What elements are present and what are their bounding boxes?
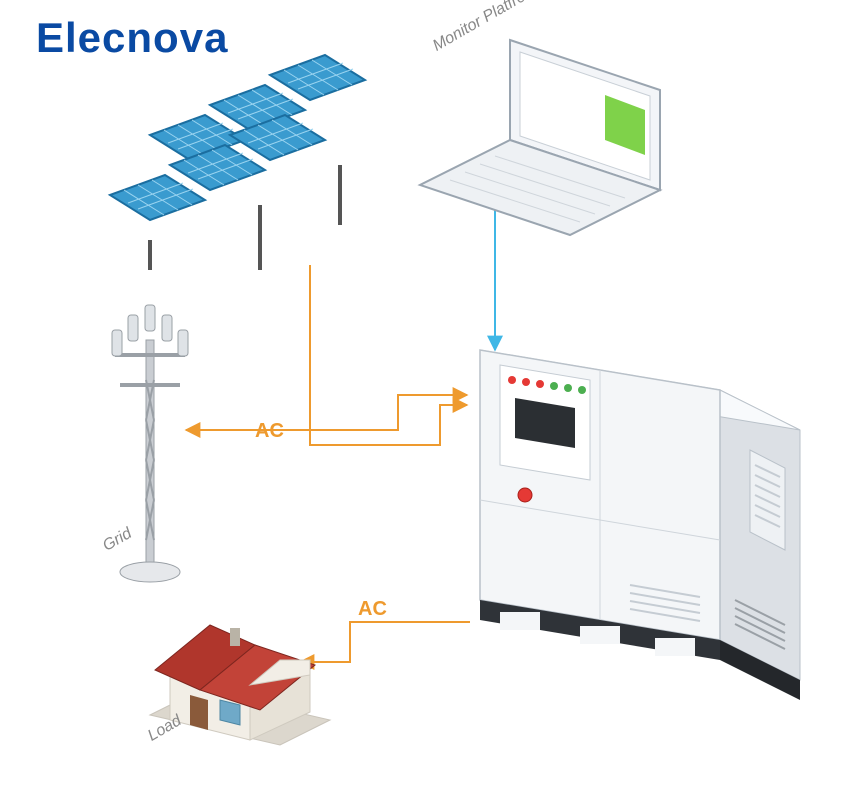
edge-solar-to-cabinet	[310, 265, 467, 445]
laptop-icon	[420, 40, 660, 235]
solar-panels-icon	[110, 55, 365, 270]
edge-grid-to-cabinet	[186, 395, 467, 430]
edge-cabinet-to-load	[300, 622, 470, 662]
diagram-svg	[0, 0, 865, 795]
storage-cabinet-icon	[480, 350, 800, 700]
energy-system-diagram: { "canvas":{"w":865,"h":795,"background"…	[0, 0, 865, 795]
ac-label-1: AC	[255, 420, 284, 443]
ac-label-2: AC	[358, 598, 387, 621]
